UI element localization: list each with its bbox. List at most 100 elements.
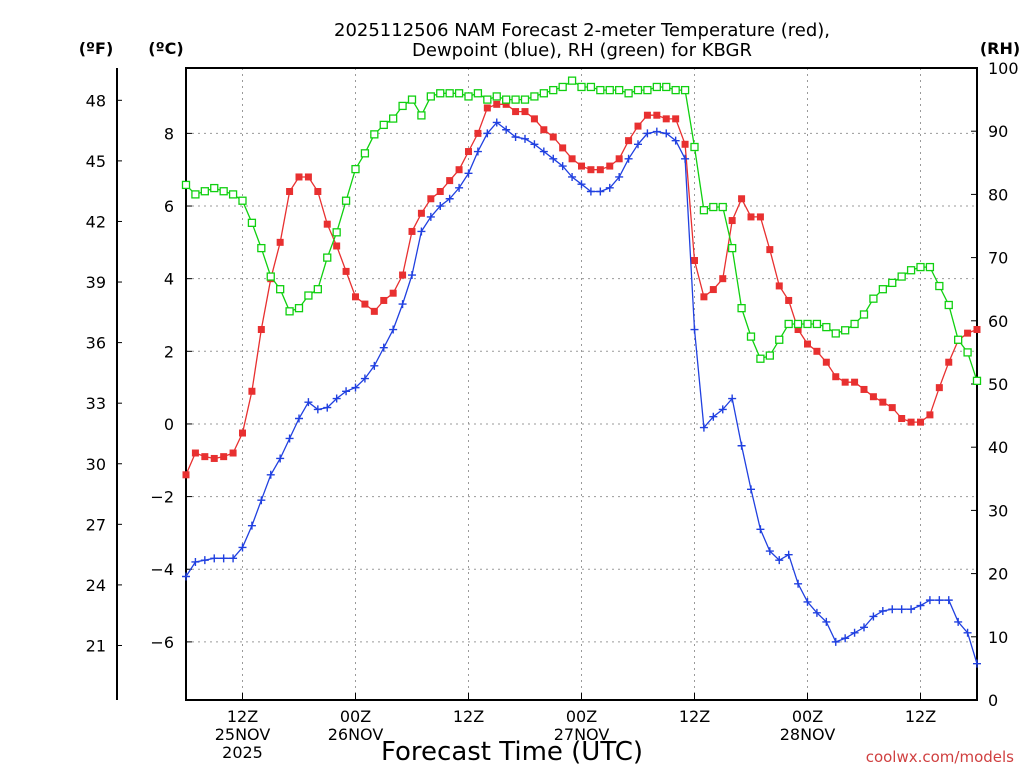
point-dewpoint	[624, 154, 633, 163]
point-dewpoint	[775, 556, 784, 565]
point-rh	[756, 354, 765, 363]
point-temperature	[229, 449, 237, 457]
celsius-tick-label: 6	[164, 197, 174, 216]
point-dewpoint	[850, 628, 859, 637]
point-dewpoint	[681, 154, 690, 163]
fahrenheit-tick-label: 36	[86, 334, 106, 353]
point-dewpoint	[511, 133, 520, 142]
point-dewpoint	[634, 140, 642, 149]
point-temperature	[860, 385, 868, 393]
point-temperature	[822, 358, 830, 366]
point-temperature	[879, 398, 887, 406]
point-rh	[822, 322, 831, 332]
point-dewpoint	[841, 634, 850, 643]
point-rh	[436, 89, 445, 98]
point-temperature	[446, 177, 454, 185]
point-dewpoint	[464, 169, 473, 178]
point-dewpoint	[417, 227, 426, 236]
point-rh	[916, 262, 925, 272]
rh-tick-label: 100	[988, 59, 1019, 78]
point-dewpoint	[888, 605, 897, 614]
point-dewpoint	[860, 623, 868, 632]
point-temperature	[295, 173, 303, 181]
point-dewpoint	[276, 454, 285, 463]
point-rh	[615, 85, 624, 95]
x-tick-label: 12Z	[905, 707, 936, 726]
point-dewpoint	[699, 423, 708, 432]
point-temperature	[559, 144, 567, 152]
point-temperature	[596, 166, 604, 174]
point-dewpoint	[351, 383, 360, 392]
fahrenheit-tick-label: 42	[86, 212, 106, 231]
point-dewpoint	[323, 403, 332, 412]
point-rh	[228, 190, 238, 199]
point-temperature	[672, 115, 680, 123]
point-dewpoint	[963, 628, 972, 637]
point-rh	[633, 85, 643, 95]
point-dewpoint	[756, 525, 765, 534]
point-dewpoint	[605, 183, 614, 192]
point-rh	[850, 319, 859, 329]
series-temperature	[182, 100, 981, 479]
point-dewpoint	[728, 394, 737, 403]
point-temperature	[408, 227, 416, 235]
point-rh	[859, 310, 869, 319]
point-dewpoint	[521, 134, 529, 143]
point-dewpoint	[765, 547, 774, 556]
point-dewpoint	[360, 374, 369, 383]
point-dewpoint	[473, 147, 482, 156]
point-temperature	[201, 453, 209, 461]
point-rh	[897, 272, 906, 281]
point-temperature	[493, 100, 501, 108]
point-temperature	[276, 238, 284, 246]
point-dewpoint	[295, 414, 303, 423]
point-dewpoint	[596, 187, 605, 196]
x-tick-label: 12Z	[227, 707, 258, 726]
point-temperature	[239, 429, 246, 437]
point-dewpoint	[332, 394, 341, 403]
point-rh	[454, 89, 464, 98]
point-temperature	[333, 242, 341, 250]
point-dewpoint	[577, 180, 586, 189]
point-rh	[652, 82, 661, 92]
point-dewpoint	[869, 612, 878, 621]
rh-tick-label: 70	[988, 249, 1008, 268]
point-dewpoint	[266, 470, 275, 479]
point-temperature	[182, 471, 190, 479]
point-rh	[464, 92, 473, 101]
point-rh	[869, 294, 878, 303]
point-rh	[803, 319, 812, 329]
point-temperature	[257, 326, 265, 334]
fahrenheit-tick-label: 24	[86, 576, 106, 595]
point-rh	[765, 351, 774, 360]
point-temperature	[568, 155, 576, 163]
point-rh	[407, 95, 417, 104]
point-rh	[944, 300, 953, 310]
point-dewpoint	[925, 596, 934, 605]
point-dewpoint	[257, 496, 266, 505]
point-temperature	[606, 162, 614, 170]
point-temperature	[502, 100, 510, 108]
point-rh	[530, 92, 539, 101]
point-rh	[370, 130, 379, 139]
point-dewpoint	[652, 127, 661, 136]
rh-tick-label: 0	[988, 691, 998, 710]
point-rh	[360, 149, 370, 158]
point-temperature	[625, 137, 633, 145]
point-dewpoint	[973, 659, 981, 668]
point-temperature	[191, 449, 199, 457]
point-temperature	[719, 275, 727, 283]
point-temperature	[483, 104, 491, 112]
point-rh	[520, 95, 530, 104]
point-temperature	[728, 217, 736, 225]
point-dewpoint	[483, 129, 492, 138]
point-temperature	[455, 166, 463, 174]
point-rh	[718, 202, 727, 212]
x-tick-label: 25NOV	[215, 725, 271, 744]
point-rh	[341, 196, 351, 205]
point-rh	[445, 89, 454, 98]
point-dewpoint	[530, 140, 539, 149]
point-dewpoint	[812, 608, 821, 617]
point-temperature	[323, 220, 331, 228]
celsius-tick-label: 0	[164, 415, 174, 434]
